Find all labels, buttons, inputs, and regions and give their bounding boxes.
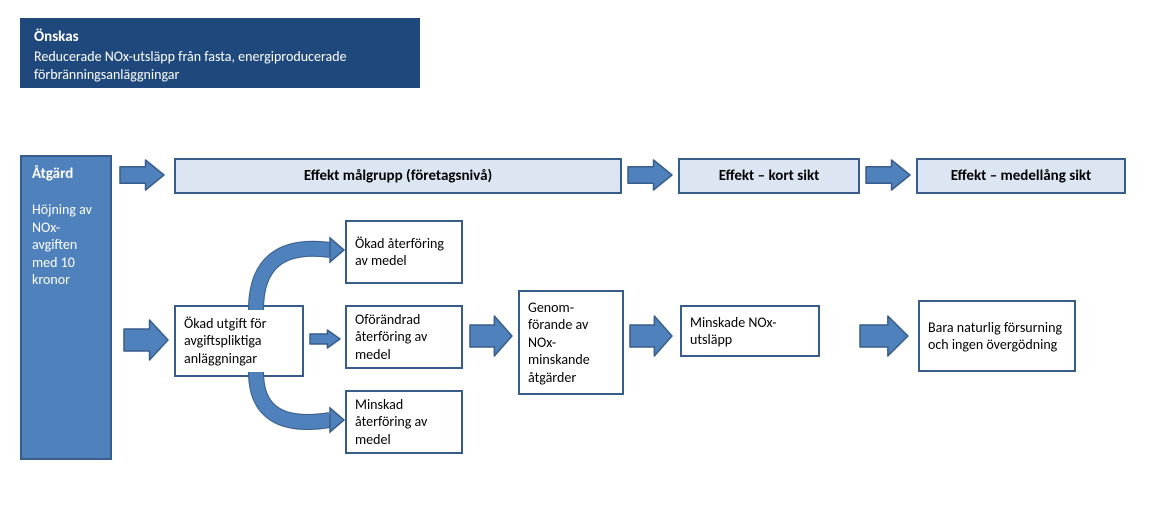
arrow-layer <box>0 0 1149 510</box>
